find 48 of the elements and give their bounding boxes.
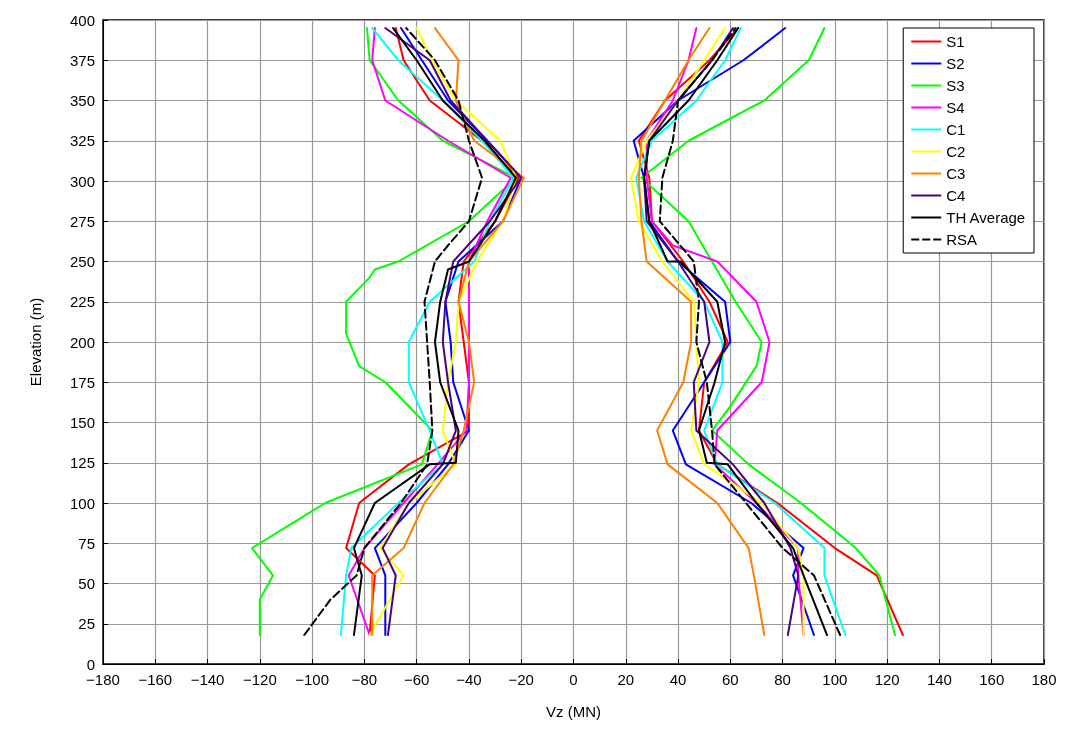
- x-tick-label: −40: [456, 671, 482, 688]
- legend-label: C2: [946, 143, 966, 160]
- x-tick-label: −160: [138, 671, 173, 688]
- y-tick-label: 275: [69, 212, 95, 230]
- legend-label: S2: [946, 55, 965, 72]
- x-tick-label: 20: [617, 671, 635, 688]
- legend-label: S3: [946, 77, 965, 94]
- legend-label: C3: [946, 165, 966, 182]
- y-tick-label: 200: [69, 333, 95, 351]
- y-axis-title: Elevation (m): [27, 297, 44, 387]
- y-tick-label: 250: [69, 253, 95, 270]
- x-tick-label: −60: [403, 671, 430, 688]
- x-tick-label: 160: [979, 671, 1005, 688]
- legend-label: TH Average: [946, 209, 1026, 226]
- x-tick-label: −20: [508, 671, 534, 688]
- x-tick-label: 0: [569, 671, 578, 688]
- y-tick-label: 375: [69, 51, 95, 69]
- x-tick-label: 140: [926, 671, 952, 688]
- y-tick-label: 25: [78, 615, 95, 633]
- x-tick-label: −120: [242, 671, 277, 688]
- y-tick-label: 125: [69, 454, 95, 472]
- y-tick-label: 75: [78, 534, 95, 552]
- x-tick-label: −140: [190, 671, 225, 688]
- y-tick-label: 50: [78, 575, 95, 592]
- x-tick-label: 60: [721, 671, 739, 688]
- y-tick-label: 400: [69, 11, 95, 29]
- x-tick-label: 180: [1031, 671, 1057, 688]
- y-tick-label: 175: [69, 373, 95, 391]
- x-tick-label: 80: [774, 671, 791, 688]
- x-axis-title: Vz (MN): [546, 703, 601, 720]
- legend-label: S1: [946, 33, 965, 50]
- y-tick-label: 100: [69, 494, 95, 512]
- legend-label: C4: [946, 187, 966, 204]
- x-tick-label: −180: [86, 671, 120, 688]
- y-tick-label: 325: [69, 132, 95, 150]
- legend-label: RSA: [946, 231, 978, 248]
- y-tick-label: 225: [69, 293, 95, 311]
- y-tick-label: 300: [69, 172, 95, 190]
- x-tick-label: 120: [874, 671, 900, 688]
- y-tick-label: 350: [69, 92, 95, 109]
- x-tick-label: −80: [351, 671, 378, 688]
- x-tick-label: 100: [822, 671, 848, 688]
- legend-label: S4: [946, 99, 965, 116]
- x-tick-label: 40: [669, 671, 687, 688]
- legend-label: C1: [946, 121, 966, 138]
- y-tick-label: 0: [86, 655, 95, 673]
- x-tick-label: −100: [295, 671, 330, 688]
- y-tick-label: 150: [69, 414, 95, 431]
